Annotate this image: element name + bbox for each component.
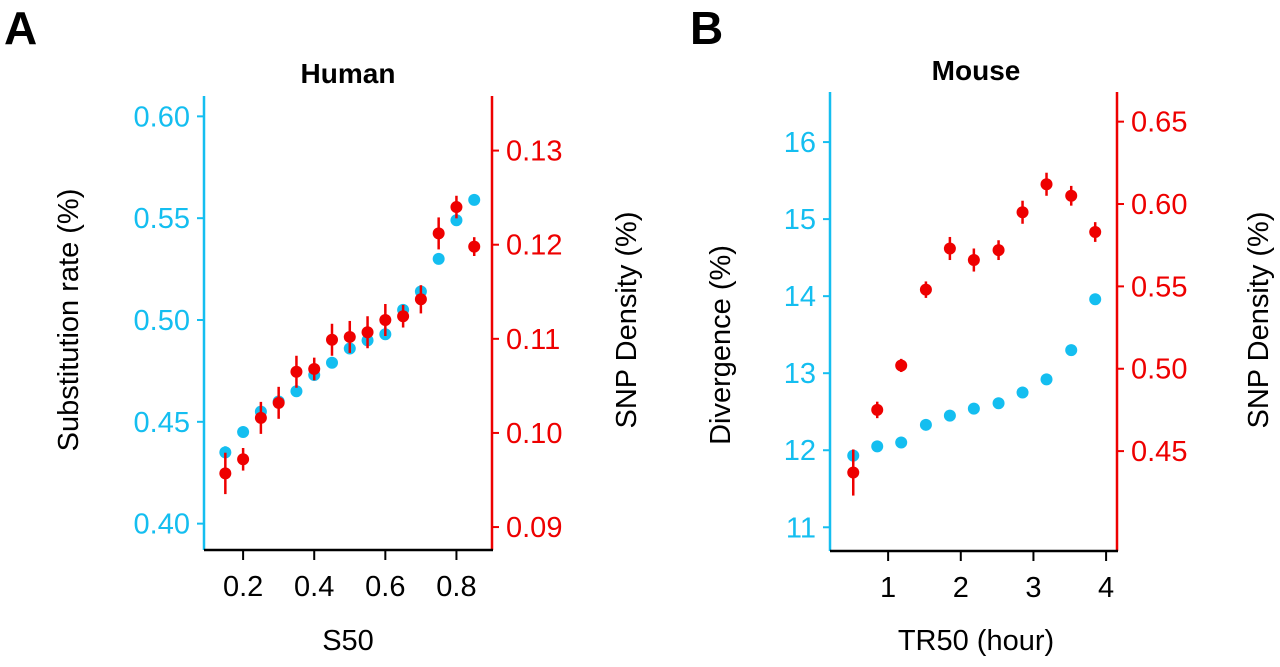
data-point-red — [1065, 189, 1078, 202]
panel-b-mouse: B Mouse Divergence (%) SNP Density (%) T… — [690, 2, 1275, 657]
data-point-red — [379, 314, 392, 326]
y-right-tick-label: 0.45 — [1131, 436, 1187, 468]
data-point-blue — [432, 252, 445, 265]
axes — [828, 92, 1119, 553]
data-point-red — [432, 227, 445, 240]
x-tick-label: 0.2 — [223, 571, 263, 603]
data-point-red — [967, 254, 980, 267]
data-point-blue — [871, 440, 884, 453]
data-point-blue — [1016, 386, 1029, 399]
y-axis-left-ticks: 11 12 13 14 15 16 — [784, 127, 830, 544]
data-point-red — [919, 283, 932, 296]
data-point-blue — [919, 418, 932, 431]
y-right-tick-label: 0.10 — [506, 418, 562, 450]
chart-title: Mouse — [932, 55, 1021, 86]
data-point-blue — [237, 426, 250, 438]
panel-a-human: A Human Substitution rate (%) SNP Densit… — [4, 2, 643, 657]
data-point-red — [1040, 178, 1053, 191]
y-left-tick-label: 0.45 — [134, 407, 190, 439]
data-point-blue — [450, 214, 463, 227]
x-tick-label: 2 — [953, 572, 969, 604]
data-point-red — [237, 453, 250, 466]
x-tick-label: 3 — [1025, 572, 1041, 604]
data-point-red — [992, 244, 1005, 257]
data-point-blue — [967, 402, 980, 415]
y-right-tick-label: 0.12 — [506, 230, 562, 262]
data-point-blue — [992, 397, 1005, 410]
data-point-red — [219, 467, 232, 480]
y-axis-right-ticks: 0.45 0.50 0.55 0.60 0.65 — [1117, 107, 1187, 468]
y-left-tick-label: 0.55 — [134, 203, 190, 235]
data-point-red — [290, 365, 303, 378]
data-points — [847, 172, 1102, 496]
data-point-red — [450, 201, 463, 214]
y-axis-left-label: Substitution rate (%) — [53, 189, 85, 452]
data-point-blue — [219, 446, 232, 459]
y-left-tick-label: 0.60 — [134, 101, 190, 133]
x-axis-label: S50 — [322, 625, 374, 657]
data-point-red — [308, 362, 321, 375]
y-left-tick-label: 0.40 — [134, 509, 190, 541]
data-point-red — [1089, 226, 1102, 239]
data-point-red — [272, 396, 285, 409]
axes — [202, 96, 494, 552]
x-axis-ticks: 1 2 3 4 — [880, 551, 1114, 604]
y-axis-right-label: SNP Density (%) — [611, 211, 643, 428]
data-point-blue — [290, 385, 303, 398]
x-tick-label: 4 — [1098, 572, 1114, 604]
panel-letter-b: B — [690, 2, 723, 54]
y-axis-left-label: Divergence (%) — [705, 245, 737, 445]
data-point-blue — [468, 193, 481, 206]
data-point-red — [361, 326, 374, 339]
x-tick-label: 0.4 — [294, 571, 334, 603]
data-point-red — [895, 359, 908, 372]
data-point-red — [343, 330, 356, 343]
data-point-red — [397, 310, 410, 323]
x-tick-label: 1 — [880, 572, 896, 604]
data-point-red — [326, 333, 338, 346]
y-axis-right-label: SNP Density (%) — [1243, 211, 1275, 428]
y-right-tick-label: 0.11 — [506, 324, 560, 356]
data-point-blue — [1065, 344, 1078, 357]
x-axis-ticks: 0.2 0.4 0.6 0.8 — [223, 550, 477, 603]
y-left-tick-label: 16 — [784, 127, 816, 159]
panel-letter-a: A — [4, 2, 37, 54]
data-point-blue — [326, 356, 338, 369]
data-point-blue — [943, 409, 956, 422]
y-axis-right-ticks: 0.09 0.10 0.11 0.12 0.13 — [492, 136, 562, 544]
x-tick-label: 0.6 — [365, 571, 405, 603]
y-left-tick-label: 0.50 — [134, 305, 190, 337]
y-right-tick-label: 0.55 — [1131, 271, 1187, 303]
data-point-red — [414, 293, 427, 306]
y-right-tick-label: 0.65 — [1131, 107, 1187, 139]
data-point-blue — [895, 436, 908, 449]
y-left-tick-label: 14 — [784, 281, 816, 313]
data-point-red — [468, 240, 481, 253]
y-axis-left-ticks: 0.40 0.45 0.50 0.55 0.60 — [134, 101, 204, 541]
y-left-tick-label: 13 — [784, 358, 816, 390]
y-right-tick-label: 0.13 — [506, 136, 562, 168]
y-left-tick-label: 11 — [786, 512, 816, 544]
y-left-tick-label: 12 — [784, 435, 816, 467]
data-point-blue — [1089, 293, 1102, 306]
x-tick-label: 0.8 — [436, 571, 476, 603]
y-right-tick-label: 0.09 — [506, 512, 562, 544]
data-point-red — [254, 411, 267, 424]
data-point-red — [847, 466, 860, 479]
x-axis-label: TR50 (hour) — [898, 625, 1054, 657]
data-points — [219, 193, 481, 495]
data-point-red — [943, 242, 956, 255]
chart-title: Human — [301, 58, 396, 89]
data-point-red — [871, 403, 884, 416]
data-point-red — [1016, 206, 1029, 219]
data-point-blue — [1040, 373, 1053, 386]
y-left-tick-label: 15 — [784, 204, 816, 236]
y-right-tick-label: 0.50 — [1131, 354, 1187, 386]
y-right-tick-label: 0.60 — [1131, 189, 1187, 221]
